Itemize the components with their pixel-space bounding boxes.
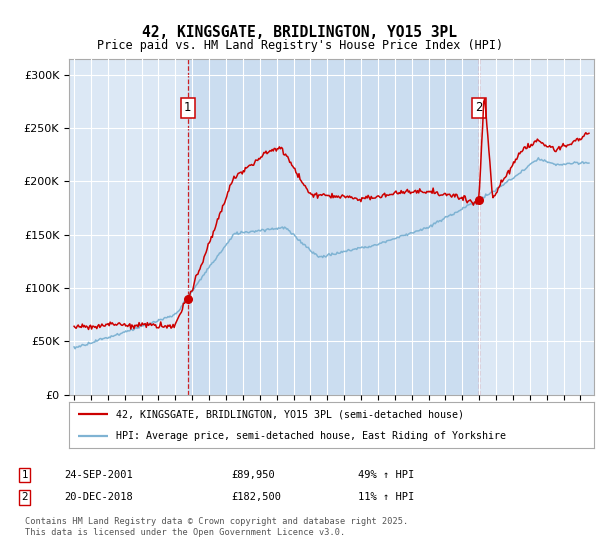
Text: Contains HM Land Registry data © Crown copyright and database right 2025.
This d: Contains HM Land Registry data © Crown c… — [25, 517, 408, 537]
Text: 1: 1 — [184, 101, 191, 114]
Text: 11% ↑ HPI: 11% ↑ HPI — [358, 492, 414, 502]
Text: Price paid vs. HM Land Registry's House Price Index (HPI): Price paid vs. HM Land Registry's House … — [97, 39, 503, 52]
Text: 24-SEP-2001: 24-SEP-2001 — [64, 470, 133, 480]
Text: 2: 2 — [22, 492, 28, 502]
Bar — [188, 59, 479, 395]
Text: 1: 1 — [22, 470, 28, 480]
Text: 42, KINGSGATE, BRIDLINGTON, YO15 3PL: 42, KINGSGATE, BRIDLINGTON, YO15 3PL — [143, 25, 458, 40]
Text: £182,500: £182,500 — [231, 492, 281, 502]
Text: HPI: Average price, semi-detached house, East Riding of Yorkshire: HPI: Average price, semi-detached house,… — [116, 431, 506, 441]
Text: 49% ↑ HPI: 49% ↑ HPI — [358, 470, 414, 480]
Text: 2: 2 — [475, 101, 482, 114]
Text: £89,950: £89,950 — [231, 470, 275, 480]
Text: 20-DEC-2018: 20-DEC-2018 — [64, 492, 133, 502]
Text: 42, KINGSGATE, BRIDLINGTON, YO15 3PL (semi-detached house): 42, KINGSGATE, BRIDLINGTON, YO15 3PL (se… — [116, 409, 464, 419]
